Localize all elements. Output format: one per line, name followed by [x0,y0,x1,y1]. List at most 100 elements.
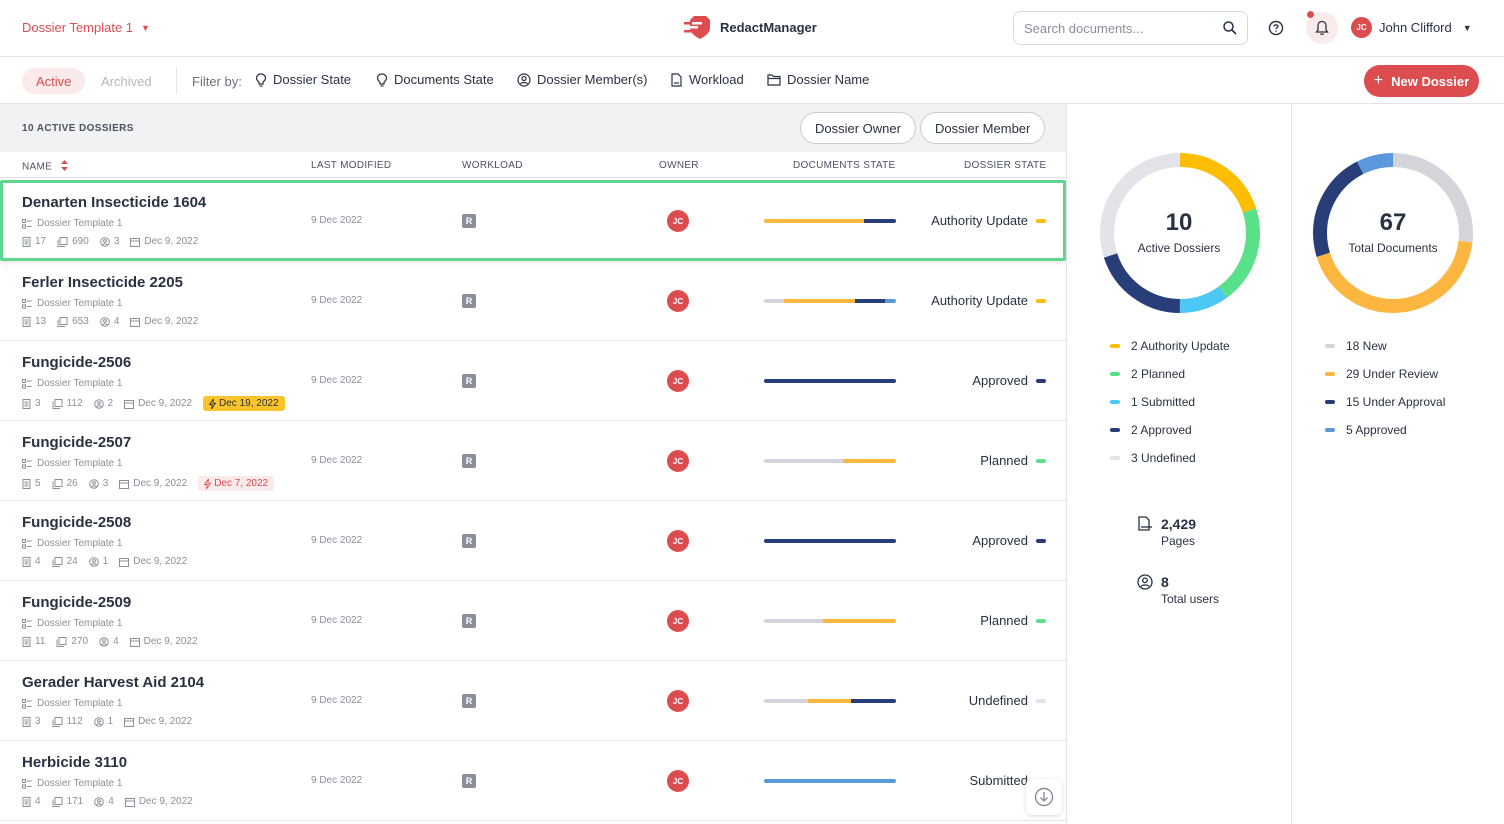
table-row[interactable]: Denarten Insecticide 1604 Dossier Templa… [0,180,1066,261]
table-row[interactable]: Ferler Insecticide 2205 Dossier Template… [0,261,1066,341]
due-date-badge: Dec 7, 2022 [198,476,275,491]
dossier-name[interactable]: Gerader Harvest Aid 2104 [22,674,205,691]
legend-item[interactable]: 15 Under Approval [1325,388,1445,416]
legend-swatch [1325,400,1335,404]
pages-count: 653 [57,316,89,327]
column-header-last-modified[interactable]: LAST MODIFIED [311,160,392,171]
column-header-workload[interactable]: WORKLOAD [462,160,523,171]
sort-icon[interactable] [61,160,69,174]
scroll-down-button[interactable] [1026,779,1062,815]
app-name: RedactManager [720,19,817,35]
filter-dossier-name[interactable]: Dossier Name [767,72,869,87]
owner[interactable]: JC [667,210,689,232]
documents-count: 17 [22,236,46,247]
dossier-member-toggle[interactable]: Dossier Member [920,112,1046,144]
tab-active[interactable]: Active [22,68,86,94]
documents-state-segment [864,219,896,223]
donut-segment [1313,153,1473,313]
table-row[interactable]: Fungicide-2507 Dossier Template 1 5 26 3… [0,421,1066,501]
filter-workload[interactable]: Workload [670,72,744,87]
app-logo[interactable]: RedactManager [684,14,817,40]
documents-state-segment [764,219,865,223]
owner[interactable]: JC [667,770,689,792]
divider [176,67,177,94]
filter-label: Dossier Member(s) [537,72,648,87]
dossier-state-label: Submitted [969,773,1028,788]
avatar: JC [667,290,689,312]
user-menu[interactable]: JC John Clifford ▼ [1351,17,1472,38]
legend-item[interactable]: 2 Authority Update [1110,332,1230,360]
table-row[interactable]: Fungicide-2506 Dossier Template 1 3 112 … [0,341,1066,421]
filter-documents-state[interactable]: Documents State [376,72,494,87]
owner[interactable]: JC [667,530,689,552]
filter-dossier-members[interactable]: Dossier Member(s) [517,72,648,87]
pages-value: 2,429 [1161,516,1197,532]
workload-icon [670,72,683,87]
documents-count: 13 [22,316,46,327]
legend-item[interactable]: 29 Under Review [1325,360,1445,388]
calendar-icon [124,797,135,807]
column-header-name[interactable]: NAME [22,160,69,174]
table-row[interactable]: Gerader Harvest Aid 2104 Dossier Templat… [0,661,1066,741]
pages-icon [52,716,63,727]
created-value: Dec 9, 2022 [133,556,188,567]
documents-state-bar [764,459,896,463]
dossier-name[interactable]: Ferler Insecticide 2205 [22,274,183,291]
document-icon [22,556,31,567]
documents-value: 4 [35,796,41,807]
owner[interactable]: JC [667,610,689,632]
documents-state-segment [783,299,856,303]
dossier-name[interactable]: Fungicide-2509 [22,594,132,611]
table-row[interactable]: Herbicide 3110 Dossier Template 1 4 171 … [0,741,1066,821]
dossier-name[interactable]: Herbicide 3110 [22,754,128,771]
dossier-owner-toggle[interactable]: Dossier Owner [800,112,916,144]
new-dossier-button[interactable]: + New Dossier [1364,65,1479,97]
owner[interactable]: JC [667,370,689,392]
pages-count: 270 [56,636,88,647]
legend-item[interactable]: 3 Undefined [1110,444,1230,472]
created-date: Dec 9, 2022 [119,478,187,489]
calendar-icon [129,637,140,647]
legend-item[interactable]: 2 Planned [1110,360,1230,388]
documents-state-segment [764,379,896,383]
legend-label: 2 Approved [1131,423,1192,437]
dossiers-donut-chart [1100,153,1260,313]
last-modified: 9 Dec 2022 [311,695,363,706]
table-row[interactable]: Fungicide-2509 Dossier Template 1 11 270… [0,581,1066,661]
legend-label: 5 Approved [1346,423,1407,437]
search-input[interactable] [1024,20,1214,36]
column-header-owner[interactable]: OWNER [659,160,699,171]
legend-swatch [1110,428,1120,432]
members-count: 4 [94,796,114,807]
dossier-name[interactable]: Fungicide-2508 [22,514,132,531]
workload-badge: R [462,374,476,388]
user-circle-icon [100,236,110,247]
owner[interactable]: JC [667,290,689,312]
workload-badge: R [462,534,476,548]
legend-item[interactable]: 2 Approved [1110,416,1230,444]
dossier-name[interactable]: Denarten Insecticide 1604 [22,194,207,211]
column-header-documents-state[interactable]: DOCUMENTS STATE [793,160,896,171]
filter-bar: Active Archived Filter by: Dossier State… [0,57,1504,104]
documents-value: 3 [35,716,41,727]
help-icon[interactable] [1266,18,1286,38]
created-date: Dec 9, 2022 [124,716,192,727]
legend-item[interactable]: 1 Submitted [1110,388,1230,416]
owner[interactable]: JC [667,450,689,472]
donut-segment [1313,153,1473,313]
dossier-name[interactable]: Fungicide-2506 [22,354,132,371]
table-row[interactable]: Fungicide-2508 Dossier Template 1 4 24 1… [0,501,1066,581]
documents-state-segment [764,779,896,783]
legend-item[interactable]: 5 Approved [1325,416,1445,444]
filter-dossier-state[interactable]: Dossier State [255,72,351,87]
dossier-name[interactable]: Fungicide-2507 [22,434,132,451]
search-box[interactable] [1013,11,1248,45]
avatar: JC [667,210,689,232]
template-select[interactable]: Dossier Template 1 ▼ [22,20,150,35]
owner[interactable]: JC [667,690,689,712]
tab-archived[interactable]: Archived [101,74,152,89]
search-icon[interactable] [1223,21,1237,35]
avatar: JC [667,450,689,472]
column-header-dossier-state[interactable]: DOSSIER STATE [964,160,1047,171]
legend-item[interactable]: 18 New [1325,332,1445,360]
